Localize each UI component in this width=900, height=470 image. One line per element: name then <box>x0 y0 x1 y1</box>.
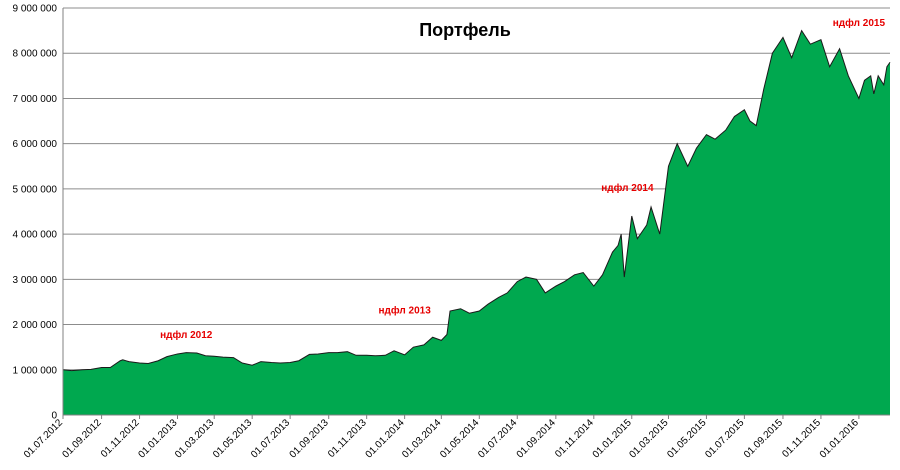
x-tick-label: 01.03.2013 <box>173 417 216 460</box>
x-tick-label: 01.11.2013 <box>326 417 369 460</box>
x-tick-label: 01.07.2014 <box>476 417 519 460</box>
x-tick-label: 01.09.2015 <box>742 417 785 460</box>
chart-title: Портфель <box>419 20 511 40</box>
x-tick-label: 01.11.2012 <box>99 417 142 460</box>
axes <box>62 8 890 416</box>
annotation-label: ндфл 2014 <box>601 182 654 194</box>
x-tick-label: 01.09.2012 <box>61 417 104 460</box>
x-tick-label: 01.11.2015 <box>780 417 823 460</box>
series-area <box>62 29 891 416</box>
x-tick-label: 01.05.2015 <box>665 417 708 460</box>
x-tick-label: 01.01.2016 <box>818 417 861 460</box>
x-tick-label: 01.07.2012 <box>22 417 65 460</box>
x-tick-label: 01.03.2015 <box>627 417 670 460</box>
annotation-label: ндфл 2015 <box>833 17 886 29</box>
x-tick-label: 01.07.2013 <box>249 417 292 460</box>
annotation-label: ндфл 2013 <box>378 304 431 316</box>
y-tick-label: 2 000 000 <box>13 320 58 331</box>
series-area-fill <box>63 30 890 416</box>
x-tick-label: 01.11.2014 <box>553 417 596 460</box>
y-tick-label: 9 000 000 <box>13 4 58 15</box>
annotations: ндфл 2012 ндфл 2013 ндфл 2014 ндфл 2015 <box>160 17 885 341</box>
y-tick-label: 1 000 000 <box>13 365 58 376</box>
y-tick-labels: 0 1 000 000 2 000 000 3 000 000 4 000 000 5 0… <box>13 4 58 422</box>
y-tick-label: 0 <box>51 411 57 422</box>
x-tick-labels: 01.07.201201.09.201201.11.201201.01.2013… <box>22 415 861 461</box>
x-tick-label: 01.07.2015 <box>703 417 746 460</box>
x-tick-label: 01.05.2013 <box>211 417 254 460</box>
y-tick-label: 7 000 000 <box>13 94 58 105</box>
series-line <box>62 29 891 372</box>
annotation-label: ндфл 2012 <box>160 329 213 341</box>
y-tick-label: 8 000 000 <box>13 49 58 60</box>
y-tick-label: 5 000 000 <box>13 184 58 195</box>
x-tick-label: 01.09.2013 <box>288 417 331 460</box>
y-tick-label: 4 000 000 <box>13 230 58 241</box>
y-tick-label: 6 000 000 <box>13 139 58 150</box>
y-tick-label: 3 000 000 <box>13 275 58 286</box>
gridlines <box>63 7 890 371</box>
x-tick-label: 01.05.2014 <box>438 417 481 460</box>
x-tick-label: 01.09.2014 <box>515 417 558 460</box>
x-tick-label: 01.03.2014 <box>400 417 443 460</box>
